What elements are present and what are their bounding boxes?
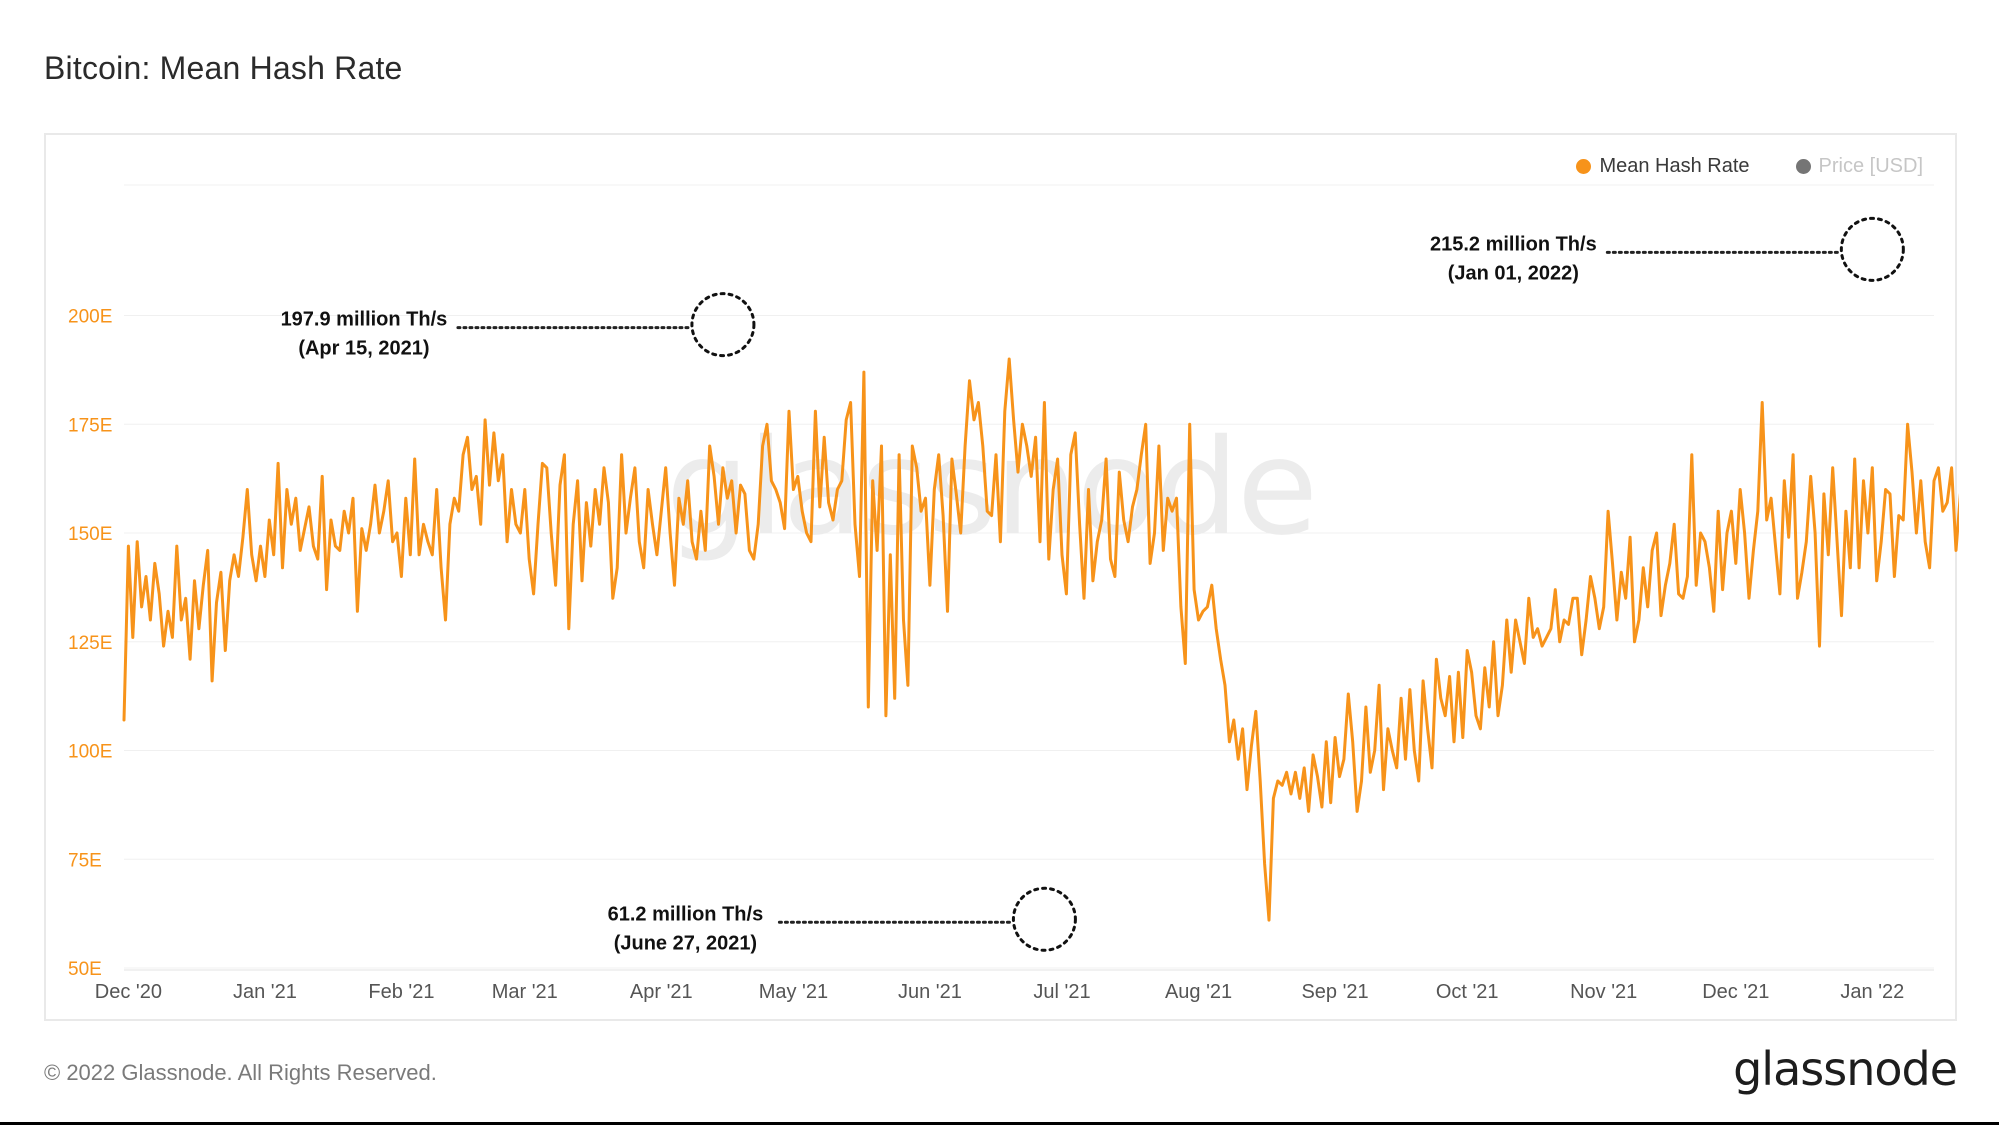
footer-copyright: © 2022 Glassnode. All Rights Reserved. xyxy=(44,1060,437,1085)
y-tick-label: 175E xyxy=(68,415,112,436)
legend-item-mean-hash-rate[interactable]: Mean Hash Rate xyxy=(1576,155,1750,178)
annotation-value-label: 61.2 million Th/s xyxy=(608,903,764,925)
x-axis: Dec '20 Jan '21 Feb '21 Mar '21 Apr '21 May '… xyxy=(95,969,1934,1003)
x-tick-label: Feb '21 xyxy=(368,981,434,1003)
x-tick-label: Aug '21 xyxy=(1165,981,1232,1003)
annotation-circle xyxy=(1839,216,1905,282)
x-tick-label: Jan '21 xyxy=(233,981,297,1003)
y-tick-label: 200E xyxy=(68,307,112,328)
series-line-mean-hash-rate xyxy=(122,357,1959,922)
page-title: Bitcoin: Mean Hash Rate xyxy=(44,50,403,86)
legend-label: Price [USD] xyxy=(1818,155,1923,177)
annotation-date-label: (Jan 01, 2022) xyxy=(1448,262,1579,284)
legend-item-price-usd[interactable]: Price [USD] xyxy=(1795,155,1923,178)
x-tick-label: Apr '21 xyxy=(630,981,693,1003)
y-tick-label: 125E xyxy=(68,633,112,654)
x-tick-label: Sep '21 xyxy=(1301,981,1368,1003)
x-tick-label: Mar '21 xyxy=(492,981,558,1003)
x-tick-label: Jun '21 xyxy=(898,981,962,1003)
legend-label: Mean Hash Rate xyxy=(1599,155,1750,177)
annotation-layer: 197.9 million Th/s (Apr 15, 2021) 61.2 mil… xyxy=(281,216,1905,954)
legend-dot-icon xyxy=(1576,159,1592,174)
annotation-value-label: 215.2 million Th/s xyxy=(1430,233,1597,255)
y-axis: 50E 75E 100E 125E 150E 175E 200E xyxy=(68,307,112,981)
annotation-date-label: (June 27, 2021) xyxy=(614,932,757,954)
series-layer xyxy=(122,357,1959,922)
chart-plot: glassnode 50E 75E 100E 125E 150E 175E 200E Dec… xyxy=(68,184,1959,1003)
legend: Mean Hash Rate Price [USD] xyxy=(1576,155,1923,178)
x-tick-label: Jul '21 xyxy=(1033,981,1090,1003)
x-tick-label: Dec '20 xyxy=(95,981,162,1003)
y-tick-label: 75E xyxy=(68,850,102,871)
grid-layer xyxy=(124,184,1934,969)
y-tick-label: 100E xyxy=(68,742,112,763)
x-tick-label: Nov '21 xyxy=(1570,981,1637,1003)
y-tick-label: 150E xyxy=(68,524,112,545)
legend-dot-icon xyxy=(1795,159,1811,174)
x-tick-label: Jan '22 xyxy=(1840,981,1904,1003)
bottom-divider xyxy=(0,1122,1999,1125)
glassnode-logo[interactable]: glassnode xyxy=(1733,1042,1958,1096)
chart-card: glassnode 50E 75E 100E 125E 150E 175E 200E Dec… xyxy=(44,133,1959,1021)
x-tick-label: Oct '21 xyxy=(1436,981,1499,1003)
x-tick-label: May '21 xyxy=(759,981,828,1003)
watermark: glassnode xyxy=(666,411,1316,565)
x-tick-label: Dec '21 xyxy=(1702,981,1769,1003)
y-tick-label: 50E xyxy=(68,959,102,980)
annotation-date-label: (Apr 15, 2021) xyxy=(298,338,429,360)
annotation-circle xyxy=(1011,886,1077,952)
annotation-value-label: 197.9 million Th/s xyxy=(281,309,448,331)
annotation-circle xyxy=(690,292,756,358)
